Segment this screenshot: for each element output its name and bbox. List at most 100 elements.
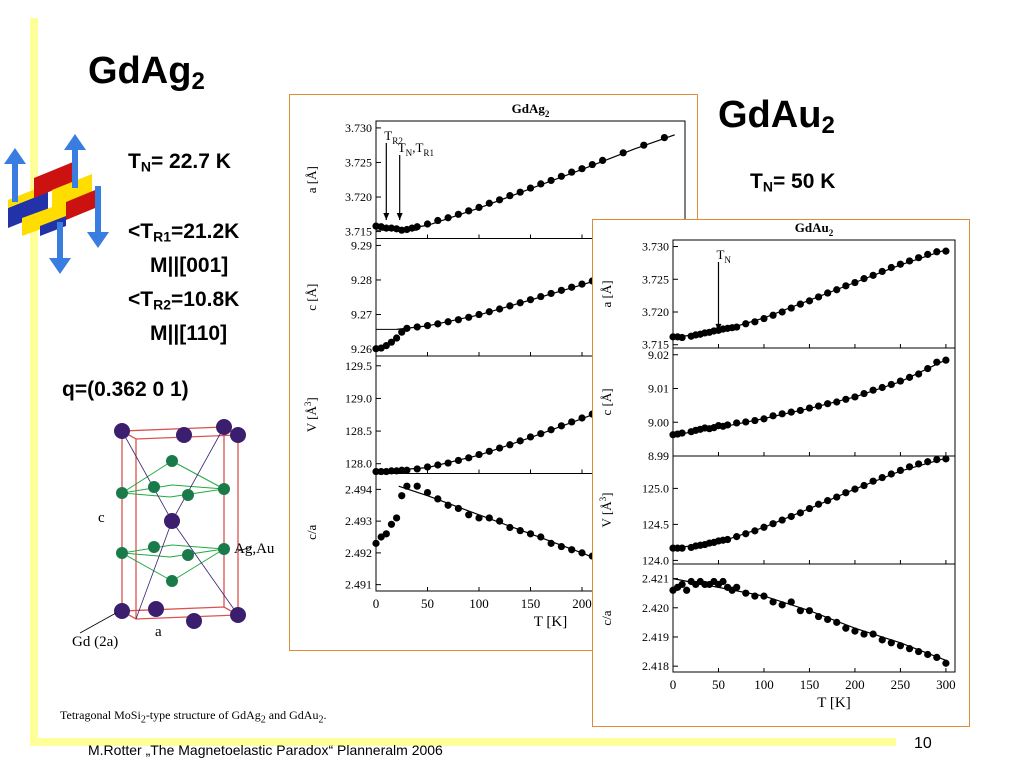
data-point <box>413 223 421 231</box>
tr1-label: <TR1=21.2K <box>128 220 240 245</box>
tr1-moment-direction: M||[001] <box>150 254 229 277</box>
tr2-moment-direction: M||[110] <box>150 322 228 345</box>
data-point <box>860 389 868 398</box>
x-tick-label: 0 <box>373 596 380 611</box>
data-point <box>924 458 932 466</box>
x-tick-label: 150 <box>521 596 541 611</box>
y-tick-label: 2.491 <box>345 578 372 592</box>
data-point <box>444 501 452 509</box>
annotation-arrowhead <box>383 213 390 221</box>
data-point <box>526 433 535 441</box>
data-point <box>526 530 535 538</box>
y-axis-label: c [Å] <box>304 284 319 311</box>
y-tick-label: 2.419 <box>642 630 669 644</box>
data-point <box>778 601 786 609</box>
data-point <box>824 497 832 505</box>
data-point <box>860 630 868 638</box>
data-point <box>434 320 442 328</box>
y-axis-label: c/a <box>599 610 614 625</box>
data-point <box>568 283 576 291</box>
data-point <box>842 489 850 497</box>
y-axis-label: c/a <box>304 524 319 539</box>
tn-label-left: TN= 22.7 K <box>128 150 231 175</box>
data-point <box>942 247 950 255</box>
data-point <box>413 323 421 331</box>
fit-line <box>672 249 947 339</box>
data-point <box>516 299 524 307</box>
data-point <box>778 410 786 418</box>
data-point <box>485 199 493 207</box>
data-point <box>760 314 768 323</box>
data-point <box>805 504 814 513</box>
x-tick-label: 150 <box>800 677 820 692</box>
data-point <box>557 172 565 180</box>
data-point <box>933 248 941 256</box>
data-point <box>833 398 841 406</box>
data-point <box>475 203 483 211</box>
data-point <box>444 459 452 467</box>
y-tick-label: 9.00 <box>648 415 669 429</box>
data-point <box>578 165 586 173</box>
data-point <box>640 141 648 149</box>
data-point <box>678 580 686 589</box>
data-point <box>444 214 452 222</box>
x-tick-label: 300 <box>936 677 956 692</box>
data-point <box>833 618 841 626</box>
data-point <box>833 493 841 501</box>
data-point <box>526 296 535 304</box>
page-number: 10 <box>914 735 932 752</box>
data-point <box>398 492 406 500</box>
data-point <box>465 454 473 462</box>
y-tick-label: 3.720 <box>345 190 372 204</box>
data-point <box>924 650 932 659</box>
data-point <box>733 583 741 591</box>
fit-line <box>375 412 598 473</box>
data-point <box>814 612 823 621</box>
gd-label: Gd (2a) <box>72 634 119 650</box>
data-point <box>915 254 923 262</box>
y-tick-label: 2.421 <box>642 572 669 586</box>
data-point <box>413 465 421 473</box>
y-tick-label: 9.29 <box>351 238 372 252</box>
data-point <box>869 386 877 394</box>
data-point <box>860 275 868 283</box>
data-point <box>851 393 859 401</box>
y-tick-label: 2.494 <box>345 482 372 496</box>
y-tick-label: 3.730 <box>345 121 372 135</box>
data-point <box>796 607 804 615</box>
data-point <box>434 461 442 469</box>
y-tick-label: 9.02 <box>648 348 669 362</box>
data-point <box>896 466 905 474</box>
data-point <box>557 542 565 551</box>
magnetic-structure-icon <box>4 134 109 274</box>
footer-citation: M.Rotter „The Magnetoelastic Paradox“ Pl… <box>88 742 443 758</box>
title-gdag2: GdAg2 <box>88 50 205 95</box>
data-point <box>578 414 586 422</box>
y-tick-label: 9.26 <box>351 342 372 356</box>
data-point <box>547 426 555 434</box>
data-point <box>878 267 886 276</box>
panel-frame <box>672 347 956 457</box>
data-point <box>537 430 545 438</box>
y-tick-label: 124.0 <box>642 553 669 567</box>
data-point <box>387 467 396 475</box>
y-tick-label: 3.720 <box>642 305 669 319</box>
data-point <box>506 523 514 532</box>
data-point <box>465 207 473 215</box>
data-point <box>805 404 814 412</box>
data-point <box>465 313 473 321</box>
data-point <box>851 485 859 493</box>
panel-frame <box>672 563 956 673</box>
accent-bar-horizontal <box>30 738 896 746</box>
x-tick-label: 200 <box>572 596 592 611</box>
data-point <box>454 210 462 218</box>
data-point <box>760 592 768 600</box>
data-point <box>896 377 905 385</box>
data-point <box>869 271 877 279</box>
annotation-label: TN <box>716 247 731 265</box>
data-point <box>742 320 750 328</box>
data-point <box>814 500 823 508</box>
data-point <box>454 316 462 324</box>
data-point <box>933 358 941 366</box>
y-axis-label: c [Å] <box>599 388 614 415</box>
